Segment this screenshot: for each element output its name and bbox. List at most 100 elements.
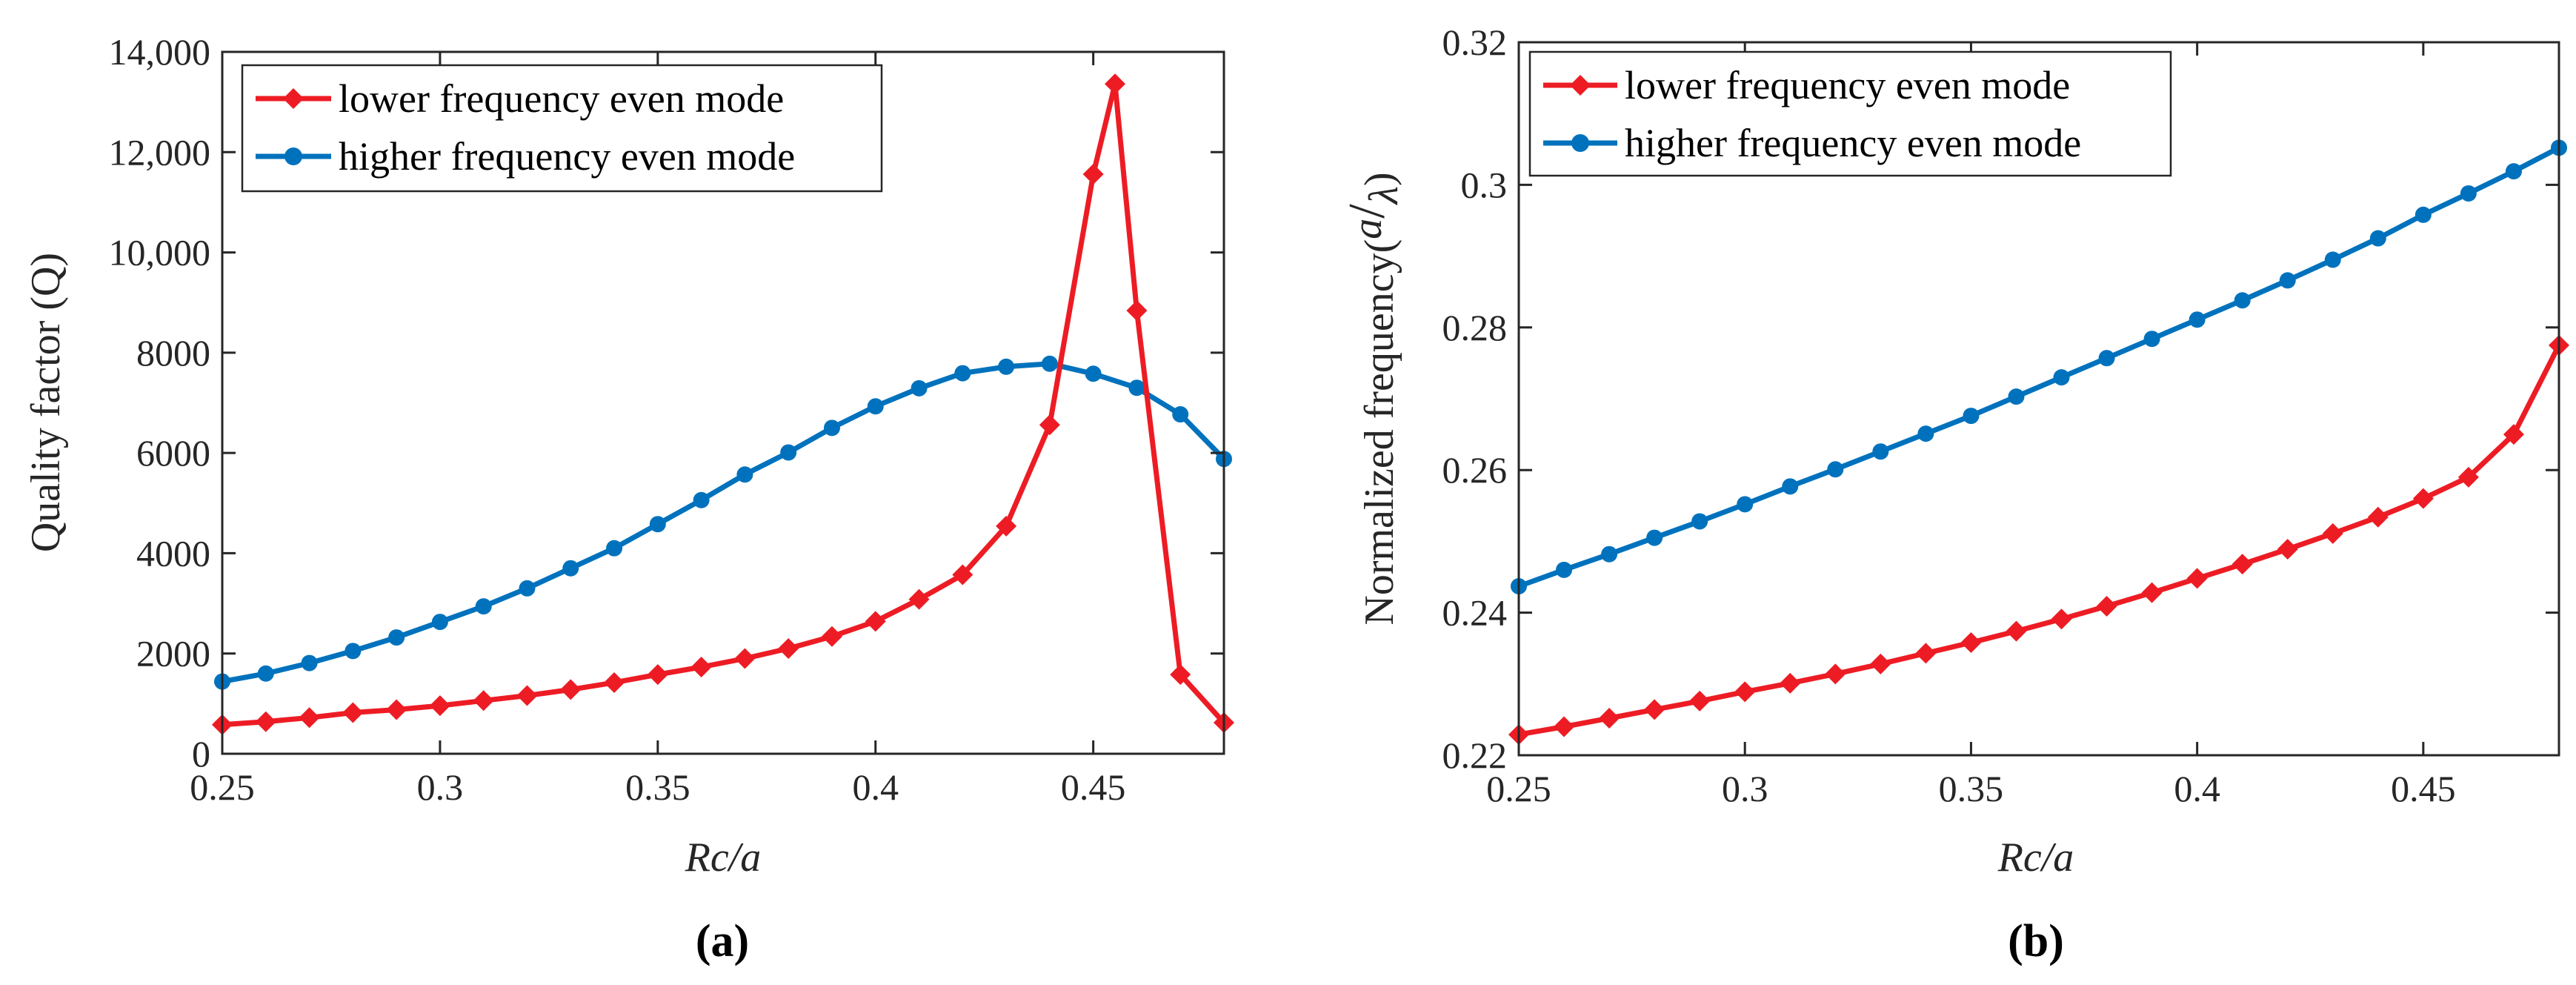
panel-b-point-higher-3	[1646, 529, 1663, 546]
panel-a-point-higher-22	[1172, 406, 1189, 423]
panel-a-point-lower-17	[952, 564, 974, 586]
panel-a-point-higher-8	[562, 560, 579, 577]
panel-a-x-axis-title: Rc/a	[685, 835, 762, 880]
panel-a-point-higher-16	[911, 379, 928, 397]
panel-b-label-open: (	[2008, 916, 2023, 966]
panel-b-series-lower	[1508, 334, 2569, 746]
panel-b-y-axis-title: Normalized frequency(a/λ)	[1339, 172, 1407, 625]
panel-b-point-lower-9	[1915, 643, 1937, 664]
panel-b-point-higher-19	[2369, 230, 2386, 247]
panel-b-y-axis-title-open: (	[1357, 239, 1402, 253]
panel-b-x-tick-labels: 0.25 0.3 0.35 0.4 0.45	[1486, 768, 2455, 809]
panel-a-axes-box	[221, 50, 1225, 755]
panel-b-legend-box	[1528, 50, 2172, 177]
panel-b-x-tick-label-2: 0.35	[1939, 768, 2004, 809]
panel-a-point-higher-5	[431, 614, 448, 631]
panel-a-point-higher-11	[693, 491, 710, 508]
panel-b-point-lower-3	[1644, 699, 1665, 720]
panel-b-point-lower-7	[1825, 663, 1846, 685]
panel-a-point-lower-22	[1126, 300, 1148, 322]
panel-a-legend: lower frequency even mode higher frequen…	[241, 64, 883, 193]
panel-a-point-lower-4	[386, 699, 407, 720]
panel-b-point-higher-21	[2460, 185, 2477, 202]
panel-a-series-lower	[212, 73, 1234, 735]
panel-b-y-axis-title-close: )	[1357, 172, 1402, 186]
panel-a-x-tick-label-1: 0.3	[417, 766, 464, 808]
panel-b-point-higher-15	[2189, 311, 2206, 328]
panel-a-y-tick-label-2: 4000	[136, 532, 210, 574]
panel-b-x-tick-label-3: 0.4	[2174, 768, 2220, 809]
panel-b-y-tick-label-1: 0.24	[1442, 592, 1508, 634]
panel-b-legend-label-lower: lower frequency even mode	[1625, 63, 2070, 107]
panel-b-legend-marker-higher	[1571, 134, 1589, 152]
panel-b-y-axis-title-denominator: λ	[1361, 186, 1407, 205]
panel-b-point-higher-5	[1737, 496, 1754, 513]
panel-a-point-higher-1	[257, 665, 274, 682]
panel-a-series-group	[212, 73, 1234, 735]
panel-b-legend-label-higher: higher frequency even mode	[1625, 121, 2081, 165]
panel-a-point-lower-21	[1105, 73, 1126, 95]
panel-b-point-lower-1	[1554, 716, 1575, 737]
panel-b-y-axis-title-slash: /	[1339, 204, 1396, 219]
panel-a-legend-label-lower: lower frequency even mode	[339, 76, 784, 121]
panel-a-point-lower-6	[473, 690, 494, 712]
panel-a-y-tick-label-0: 0	[192, 733, 210, 775]
panel-a-point-higher-19	[1041, 355, 1058, 372]
panel-b-ticks	[1517, 41, 2559, 757]
panel-b-point-higher-1	[1556, 561, 1573, 578]
panel-b-legend-marker-lower	[1570, 75, 1591, 96]
panel-b-point-higher-18	[2324, 251, 2341, 268]
panel-b-x-tick-label-0: 0.25	[1486, 768, 1551, 809]
panel-b-point-lower-17	[2277, 538, 2298, 560]
panel-a-point-lower-2	[299, 707, 320, 729]
panel-a-point-higher-10	[649, 516, 666, 533]
panel-a-label-close: )	[734, 916, 750, 966]
panel-a-point-higher-14	[823, 419, 840, 437]
panel-b-point-lower-15	[2186, 568, 2208, 589]
panel-a-x-tick-label-3: 0.4	[852, 766, 899, 808]
panel-b-y-tick-label-0: 0.22	[1442, 734, 1508, 776]
panel-b-point-higher-12	[2053, 369, 2070, 386]
panel-a-label-open: (	[696, 916, 711, 966]
panel-b-axes-box	[1517, 41, 2560, 757]
panel-a-point-higher-15	[867, 398, 884, 415]
panel-a-point-lower-7	[516, 685, 538, 706]
panel-b-series-higher	[1511, 139, 2567, 595]
panel-a-legend-marker-lower	[283, 88, 304, 109]
panel-a-x-tick-labels: 0.25 0.3 0.35 0.4 0.45	[190, 766, 1125, 808]
panel-b-point-lower-19	[2367, 506, 2389, 528]
panel-a-point-higher-6	[475, 598, 492, 615]
panel-b-x-axis-title: Rc/a	[1997, 835, 2074, 880]
panel-b-y-tick-labels: 0.22 0.24 0.26 0.28 0.3 0.32	[1442, 21, 1508, 776]
panel-a-y-tick-label-7: 14,000	[109, 31, 211, 73]
panel-a-point-lower-19	[1039, 414, 1060, 436]
panel-a-series-higher	[214, 355, 1232, 690]
panel-b-point-lower-10	[1960, 632, 1982, 654]
panel-a-y-axis-title: Quality factor (Q)	[23, 253, 69, 552]
panel-a-point-higher-13	[780, 444, 797, 461]
panel-a-legend-label-higher: higher frequency even mode	[339, 134, 795, 179]
panel-b-point-higher-11	[2008, 388, 2025, 405]
panel-b-point-higher-9	[1917, 425, 1934, 442]
panel-b-label: (b)	[2008, 916, 2064, 966]
panel-a-point-lower-15	[865, 611, 886, 632]
panel-a-point-lower-23	[1170, 664, 1191, 686]
panel-a-point-lower-16	[908, 588, 930, 610]
panel-b-point-lower-13	[2096, 595, 2117, 617]
panel-b-point-lower-21	[2457, 466, 2479, 488]
panel-b-point-lower-11	[2006, 620, 2027, 642]
panel-a-point-higher-2	[301, 654, 318, 671]
panel-a-point-higher-18	[998, 358, 1015, 375]
panel-b-point-lower-2	[1599, 707, 1620, 729]
panel-a-x-tick-label-2: 0.35	[625, 766, 690, 808]
panel-a-point-lower-14	[821, 626, 842, 647]
panel-b-series-group	[1508, 139, 2569, 746]
panel-a-point-lower-9	[604, 671, 625, 693]
panel-a-point-higher-3	[345, 643, 362, 660]
panel-b-y-tick-label-3: 0.28	[1442, 307, 1508, 348]
panel-b-x-tick-label-1: 0.3	[1722, 768, 1768, 809]
panel-b-y-tick-label-4: 0.3	[1461, 164, 1508, 205]
panel-a-point-lower-12	[734, 648, 756, 669]
panel-a-label: (a)	[696, 916, 749, 966]
